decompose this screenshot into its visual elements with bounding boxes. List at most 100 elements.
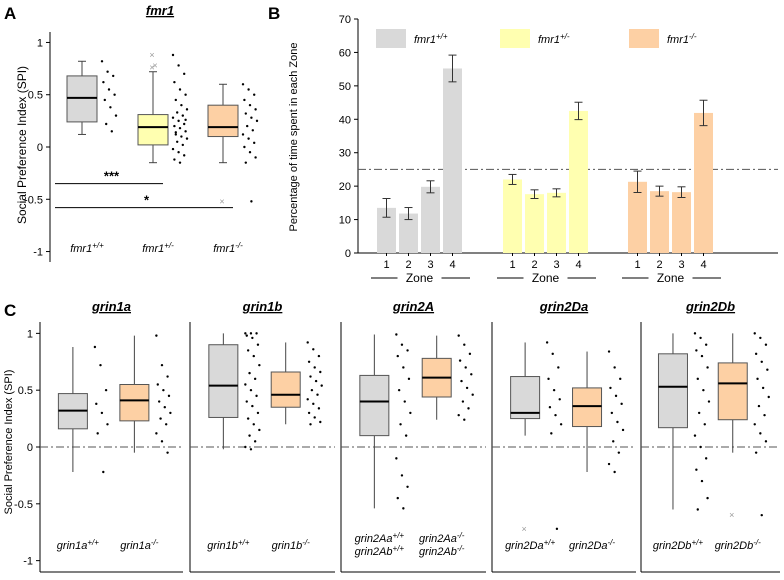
panel-label-b: B — [268, 4, 280, 23]
panel-c-grin2A-group-1-point — [468, 352, 472, 356]
panel-b-x-tick-label: 2 — [656, 259, 662, 271]
panel-c-grin1a-group-1-point — [163, 406, 166, 409]
panel-c-grin2Da-group-1-point — [613, 470, 616, 474]
panel-c-grin1b-group-1-point — [314, 379, 318, 383]
panel-b-x-tick-label: 4 — [575, 259, 581, 271]
panel-b-bar — [672, 192, 691, 253]
panel-c-grin1a-group-0-point — [95, 402, 98, 406]
panel-c-grin2Da-group-0-point — [545, 341, 549, 344]
panel-c-grin1a-group-1-point — [155, 334, 158, 337]
panel-b-zone-label: Zone — [657, 271, 685, 285]
panel-c-grin1a-group-1-point — [156, 383, 159, 386]
panel-b-x-tick-label: 1 — [634, 259, 640, 271]
panel-c-grin1b-group-0-point — [252, 354, 255, 358]
panel-c-grin2Da-group-1-point — [607, 462, 611, 466]
panel-a-group-1-point — [174, 133, 177, 136]
panel-c-grin1b-group-1-point — [312, 348, 315, 351]
panel-a-group-0-point — [102, 80, 105, 84]
panel-a-group-2-point — [253, 93, 256, 96]
panel-a-group-1-point — [173, 158, 176, 161]
panel-c-grin2A-group-0-point — [409, 411, 412, 415]
panel-c-grin2Db-group-0-point — [703, 423, 706, 426]
panel-a-group-1-point — [177, 119, 180, 123]
panel-c-grin2Db-group-0-point — [693, 434, 697, 437]
panel-a-group-2-point — [254, 156, 257, 159]
panel-c-grin2Da-group-1-point — [610, 411, 614, 415]
panel-c-grin1b-group-1-point — [309, 423, 312, 426]
panel-a-group-1-point — [184, 130, 187, 133]
panel-a-group-1-point — [180, 103, 183, 107]
panel-c-grin2Db-group-1-point — [764, 440, 768, 443]
panel-c-grin1b-group-0-point — [248, 434, 251, 437]
panel-c-grin1b-group-1-label-0: grin1b-/- — [272, 538, 310, 553]
panel-c-grin1a-group-1-box — [119, 384, 150, 422]
panel-c-grin1b-group-1-point — [320, 384, 323, 387]
panel-c-grin1b-group-0-point — [244, 383, 247, 386]
panel-a-group-1-point — [171, 116, 175, 119]
panel-c-grin2Db-group-1-point — [759, 432, 762, 435]
panel-c-grin1a-group-1-point — [164, 423, 168, 426]
panel-a-group-1-point — [176, 111, 179, 114]
panel-a-y-tick-label: 1 — [37, 37, 43, 49]
panel-b-legend-swatch — [629, 29, 659, 48]
panel-a-group-0-point — [109, 106, 112, 109]
panel-b-bar — [421, 186, 440, 253]
panel-a-sig-label-0: *** — [104, 169, 120, 184]
panel-b-y-tick-label: 50 — [339, 81, 351, 93]
panel-a-group-1-point — [185, 137, 189, 140]
panel-c-grin2Db-group-0-label-0: grin2Db+/+ — [653, 538, 703, 553]
panel-a-group-1-point — [178, 88, 182, 91]
panel-a-group-1-point — [173, 124, 176, 128]
panel-a-group-2-point — [243, 98, 246, 102]
panel-c-grin1b-group-1-point — [306, 341, 309, 344]
panel-a-group-1-point — [178, 161, 182, 164]
panel-a-y-tick-label: 0 — [37, 142, 43, 154]
panel-a-sig-label-1: * — [144, 193, 150, 208]
panel-c-grin1b-group-1-point — [313, 366, 316, 369]
panel-b-x-tick-label: 1 — [509, 259, 515, 271]
panel-c-grin2A-group-1-point — [457, 334, 460, 337]
panel-b-bar — [694, 112, 713, 253]
panel-c-subplot-grin2Da: grin2Da × grin2Da+/+ grin2Da-/- — [491, 299, 636, 573]
panel-c-grin1a-group-0-point — [102, 470, 105, 474]
panel-c-grin2Db-group-1-box — [717, 362, 748, 421]
panel-a-group-2-point — [250, 116, 253, 119]
panel-c-grin2A-group-0-point — [399, 423, 402, 426]
panel-a-group-2-point — [244, 161, 247, 164]
panel-b-bar — [503, 179, 522, 253]
panel-c-grin2A-group-0-point — [406, 485, 409, 488]
panel-c-grin2A-group-0-point — [397, 388, 401, 392]
panel-c-grin1b-group-0-point — [246, 349, 250, 352]
panel-b-y-tick-label: 10 — [339, 215, 351, 227]
panel-a-group-2-point — [243, 145, 246, 149]
panel-a-group-1-point — [173, 80, 176, 84]
panel-c-grin1a-group-1-point — [166, 375, 169, 378]
panel-c-grin2Db-group-1-point — [760, 360, 763, 363]
panel-a-group-0-point — [106, 70, 109, 73]
panel-c-grin2Da-group-0-point — [558, 398, 561, 401]
panel-c-grin2A-group-0-point — [406, 349, 409, 352]
panel-b-x-tick-label: 4 — [700, 259, 706, 271]
panel-a-group-label-1: fmr1+/- — [142, 241, 174, 256]
panel-a-group-1-point — [181, 143, 184, 147]
panel-c-grin1b-group-1-point — [317, 407, 321, 410]
panel-c-grin1b-group-1-point — [307, 360, 311, 363]
panel-c-grin2A-group-1-point — [471, 393, 474, 396]
panel-a-group-2-point — [254, 108, 257, 111]
panel-a-y-tick-label: 0.5 — [28, 90, 43, 102]
panel-c-grin2A-group-1-point — [457, 413, 460, 417]
panel-c-grin1b-group-0-point — [255, 332, 258, 335]
panel-b-bar — [547, 192, 566, 253]
panel-a-group-label-2: fmr1-/- — [213, 241, 243, 256]
panel-a-group-2-box — [207, 104, 239, 138]
panel-c-grin2A-group-0-point — [396, 496, 399, 500]
panel-b-bar — [525, 194, 544, 253]
panel-c-grin1b-group-0-point — [252, 423, 255, 426]
panel-c-grin1b-group-0-point — [246, 417, 250, 420]
panel-c-grin2Db-group-1-point — [753, 423, 756, 426]
panel-c-grin2A-group-0-point — [400, 343, 404, 346]
panel-b: 0 10 20 30 40 50 60 70 1 2 3 4 Zone fmr1+/+ 1 2 3 4 Zone fm… — [339, 14, 778, 285]
panel-c-grin1b-group-0-point — [244, 445, 247, 449]
panel-a-group-0-point — [105, 122, 108, 126]
